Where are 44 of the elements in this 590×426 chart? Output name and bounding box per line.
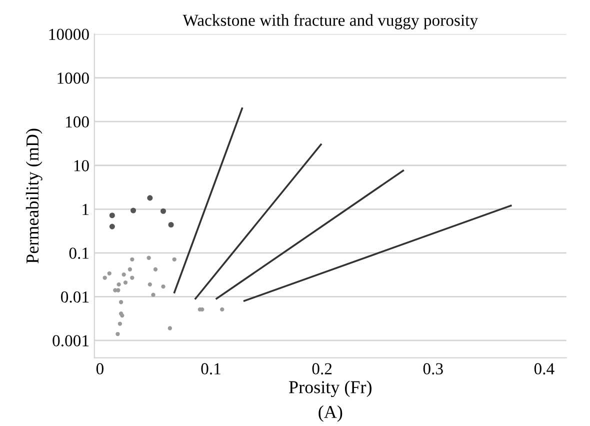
x-tick-label: 0.2	[312, 363, 332, 375]
point	[109, 212, 115, 218]
y-tick-label: 0.1	[69, 248, 89, 259]
point	[146, 256, 151, 260]
y-tick-label: 0.01	[61, 291, 89, 303]
x-axis-title: Prosity (Fr)	[289, 380, 372, 398]
x-tick-label: 0	[96, 363, 104, 374]
point	[172, 257, 176, 262]
point	[109, 224, 115, 230]
text: (A)	[318, 405, 342, 422]
point	[130, 276, 134, 280]
y-tick-label: 1	[82, 204, 89, 215]
point	[116, 332, 120, 336]
x-tick-label: 0.3	[423, 363, 443, 375]
point	[130, 208, 136, 214]
y-tick-label: 10	[74, 160, 89, 172]
chart-title: Wackstone with fracture and vuggy porosity	[182, 14, 478, 30]
y-tick-label: 100	[66, 116, 89, 128]
point	[113, 288, 118, 292]
point	[118, 322, 122, 326]
x-tick-label: 0.1	[201, 363, 220, 375]
point	[116, 288, 120, 292]
y-axis-title: Permeability (mD)	[26, 128, 42, 264]
point	[168, 222, 174, 228]
point	[168, 326, 172, 330]
point	[116, 282, 121, 287]
y-tick-label: 1000	[58, 72, 89, 84]
y-tick-label: 10000	[49, 28, 89, 40]
point	[107, 271, 112, 276]
point	[118, 300, 124, 304]
point	[128, 267, 132, 272]
point	[148, 282, 152, 287]
point	[220, 307, 224, 312]
point	[102, 276, 107, 280]
x-tick-label: 0.4	[534, 363, 554, 375]
point	[130, 257, 134, 262]
point	[151, 292, 156, 297]
point	[147, 195, 153, 201]
point	[153, 267, 158, 272]
point	[123, 280, 128, 285]
point	[160, 208, 166, 214]
y-tick-label: 0.001	[52, 335, 89, 346]
point	[161, 284, 166, 289]
point	[122, 272, 126, 277]
